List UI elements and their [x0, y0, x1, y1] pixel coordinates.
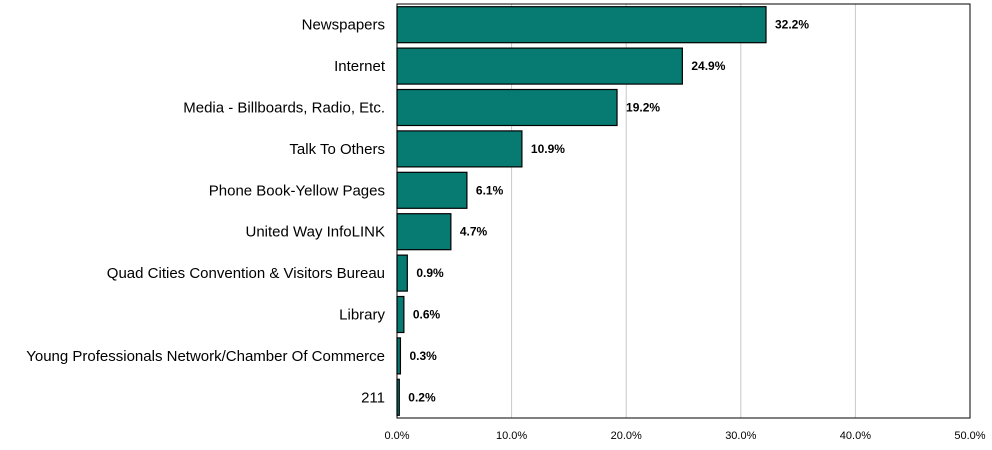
x-tick-label: 0.0%: [384, 430, 409, 442]
category-label: Quad Cities Convention & Visitors Bureau: [107, 265, 385, 282]
value-label: 0.3%: [409, 349, 437, 363]
x-tick-label: 40.0%: [840, 430, 871, 442]
bar: [396, 295, 405, 334]
value-label: 10.9%: [531, 142, 565, 156]
value-label: 32.2%: [775, 18, 809, 32]
bar: [396, 6, 767, 44]
category-label: United Way InfoLINK: [245, 224, 385, 241]
value-labels: 32.2% 24.9% 19.2% 10.9% 6.1% 4.7% 0.9% 0.6% 0.3%…: [408, 18, 809, 405]
category-label: Library: [339, 307, 385, 324]
bars: [396, 6, 767, 416]
bar: [396, 213, 452, 251]
value-label: 6.1%: [476, 183, 504, 197]
category-label: Internet: [334, 58, 386, 75]
value-label: 19.2%: [626, 101, 660, 115]
x-tick-label: 50.0%: [954, 430, 985, 442]
value-label: 24.9%: [691, 59, 725, 73]
bar: [396, 88, 618, 127]
category-label: Phone Book-Yellow Pages: [209, 182, 385, 199]
value-label: 4.7%: [460, 225, 488, 239]
bar: [396, 171, 468, 209]
category-labels: Newspapers Internet Media - Billboards, Ra…: [26, 17, 386, 407]
value-label: 0.6%: [413, 308, 441, 322]
x-tick-label: 10.0%: [496, 430, 527, 442]
bar: [396, 130, 523, 168]
bar: [396, 254, 408, 292]
category-label: Talk To Others: [289, 141, 385, 158]
value-label: 0.2%: [408, 390, 436, 404]
bar: [396, 47, 683, 85]
category-label: Young Professionals Network/Chamber Of C…: [26, 348, 385, 365]
bar: [396, 337, 402, 375]
plot-area-frame: [396, 3, 971, 419]
category-label: Media - Billboards, Radio, Etc.: [183, 100, 385, 117]
x-tick-label: 30.0%: [725, 430, 756, 442]
x-tick-labels: 0.0% 10.0% 20.0% 30.0% 40.0% 50.0%: [384, 430, 985, 442]
value-label: 0.9%: [416, 266, 444, 280]
category-label: Newspapers: [302, 17, 385, 34]
x-tick-label: 20.0%: [611, 430, 642, 442]
category-label: 211: [361, 389, 385, 406]
